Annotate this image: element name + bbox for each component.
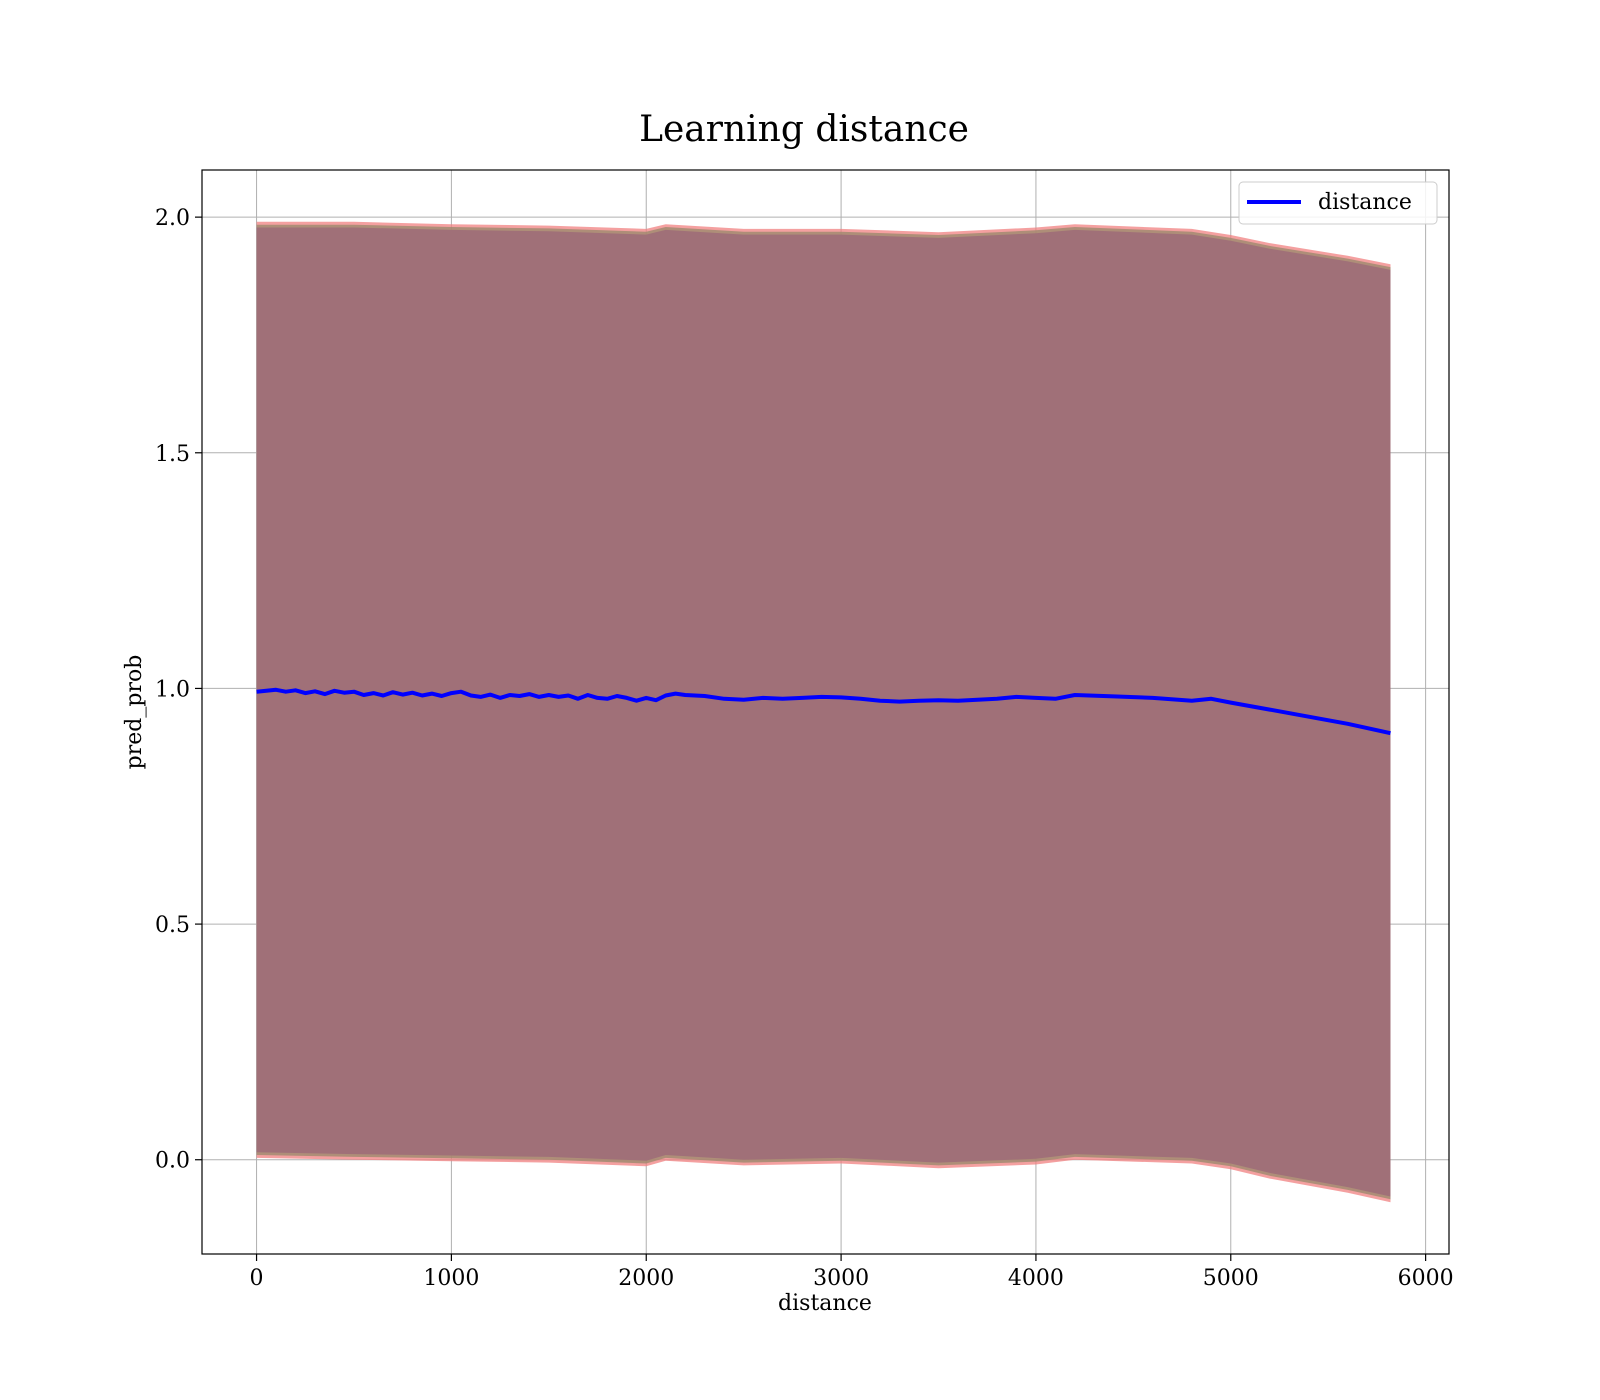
x-axis-ticks: 0 1000 2000 3000 4000 5000 6000: [250, 1254, 1454, 1291]
x-tick-label: 1000: [423, 1266, 479, 1291]
legend: distance: [1238, 181, 1438, 225]
x-axis-label: distance: [778, 1291, 872, 1316]
legend-label: distance: [1318, 190, 1412, 215]
x-tick-label: 6000: [1398, 1266, 1454, 1291]
y-tick-label: 0.0: [155, 1149, 190, 1174]
y-tick-label: 1.5: [155, 442, 190, 467]
chart-title: Learning distance: [639, 109, 969, 150]
uncertainty-band: [256, 221, 1391, 1203]
y-tick-label: 2.0: [155, 206, 190, 231]
x-tick-label: 5000: [1203, 1266, 1259, 1291]
y-tick-label: 0.5: [155, 913, 190, 938]
y-tick-label: 1.0: [155, 677, 190, 702]
y-axis-label: pred_prob: [122, 655, 147, 770]
series-line-group: [256, 687, 1391, 736]
x-tick-label: 4000: [1008, 1266, 1064, 1291]
plot-frame: [201, 169, 1450, 1255]
band-inner: [256, 227, 1391, 1197]
y-axis-ticks: 0.0 0.5 1.0 1.5 2.0: [155, 206, 202, 1174]
x-tick-label: 3000: [813, 1266, 869, 1291]
x-tick-label: 2000: [618, 1266, 674, 1291]
legend-box: [1238, 181, 1438, 225]
x-tick-label: 0: [250, 1266, 264, 1291]
series-line-distance: [256, 687, 1391, 736]
